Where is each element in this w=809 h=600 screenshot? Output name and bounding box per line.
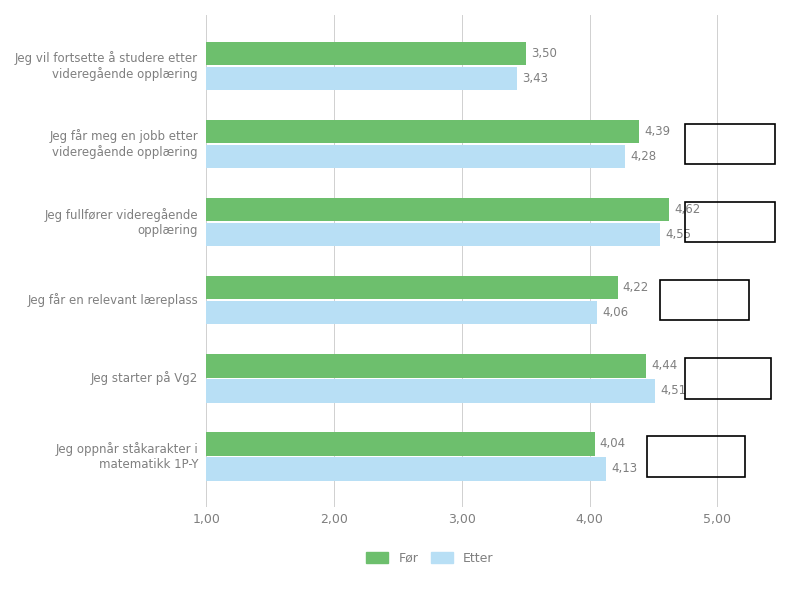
Bar: [647, 436, 745, 477]
Bar: [685, 358, 771, 398]
Bar: [206, 198, 669, 221]
Bar: [206, 301, 597, 325]
Bar: [206, 119, 639, 143]
Bar: [206, 457, 606, 481]
Text: 3,43: 3,43: [522, 72, 548, 85]
Text: 4,28: 4,28: [630, 150, 657, 163]
Bar: [660, 280, 749, 320]
Bar: [206, 41, 526, 65]
Text: 4,51: 4,51: [660, 384, 686, 397]
Text: 4,04: 4,04: [599, 437, 626, 451]
Bar: [206, 223, 660, 246]
Text: 4,06: 4,06: [603, 306, 629, 319]
Bar: [206, 432, 595, 455]
Bar: [206, 67, 517, 90]
Text: 4,62: 4,62: [674, 203, 700, 216]
Text: 4,13: 4,13: [612, 463, 637, 475]
Text: 4,44: 4,44: [651, 359, 677, 372]
Text: 4,55: 4,55: [665, 228, 691, 241]
Bar: [685, 202, 775, 242]
Text: 3,50: 3,50: [531, 47, 557, 60]
Legend: Før, Etter: Før, Etter: [366, 552, 493, 565]
Bar: [206, 379, 654, 403]
Bar: [206, 145, 625, 168]
Bar: [685, 124, 775, 164]
Bar: [206, 276, 618, 299]
Text: 4,39: 4,39: [645, 125, 671, 138]
Bar: [206, 354, 646, 377]
Text: 4,22: 4,22: [623, 281, 649, 294]
